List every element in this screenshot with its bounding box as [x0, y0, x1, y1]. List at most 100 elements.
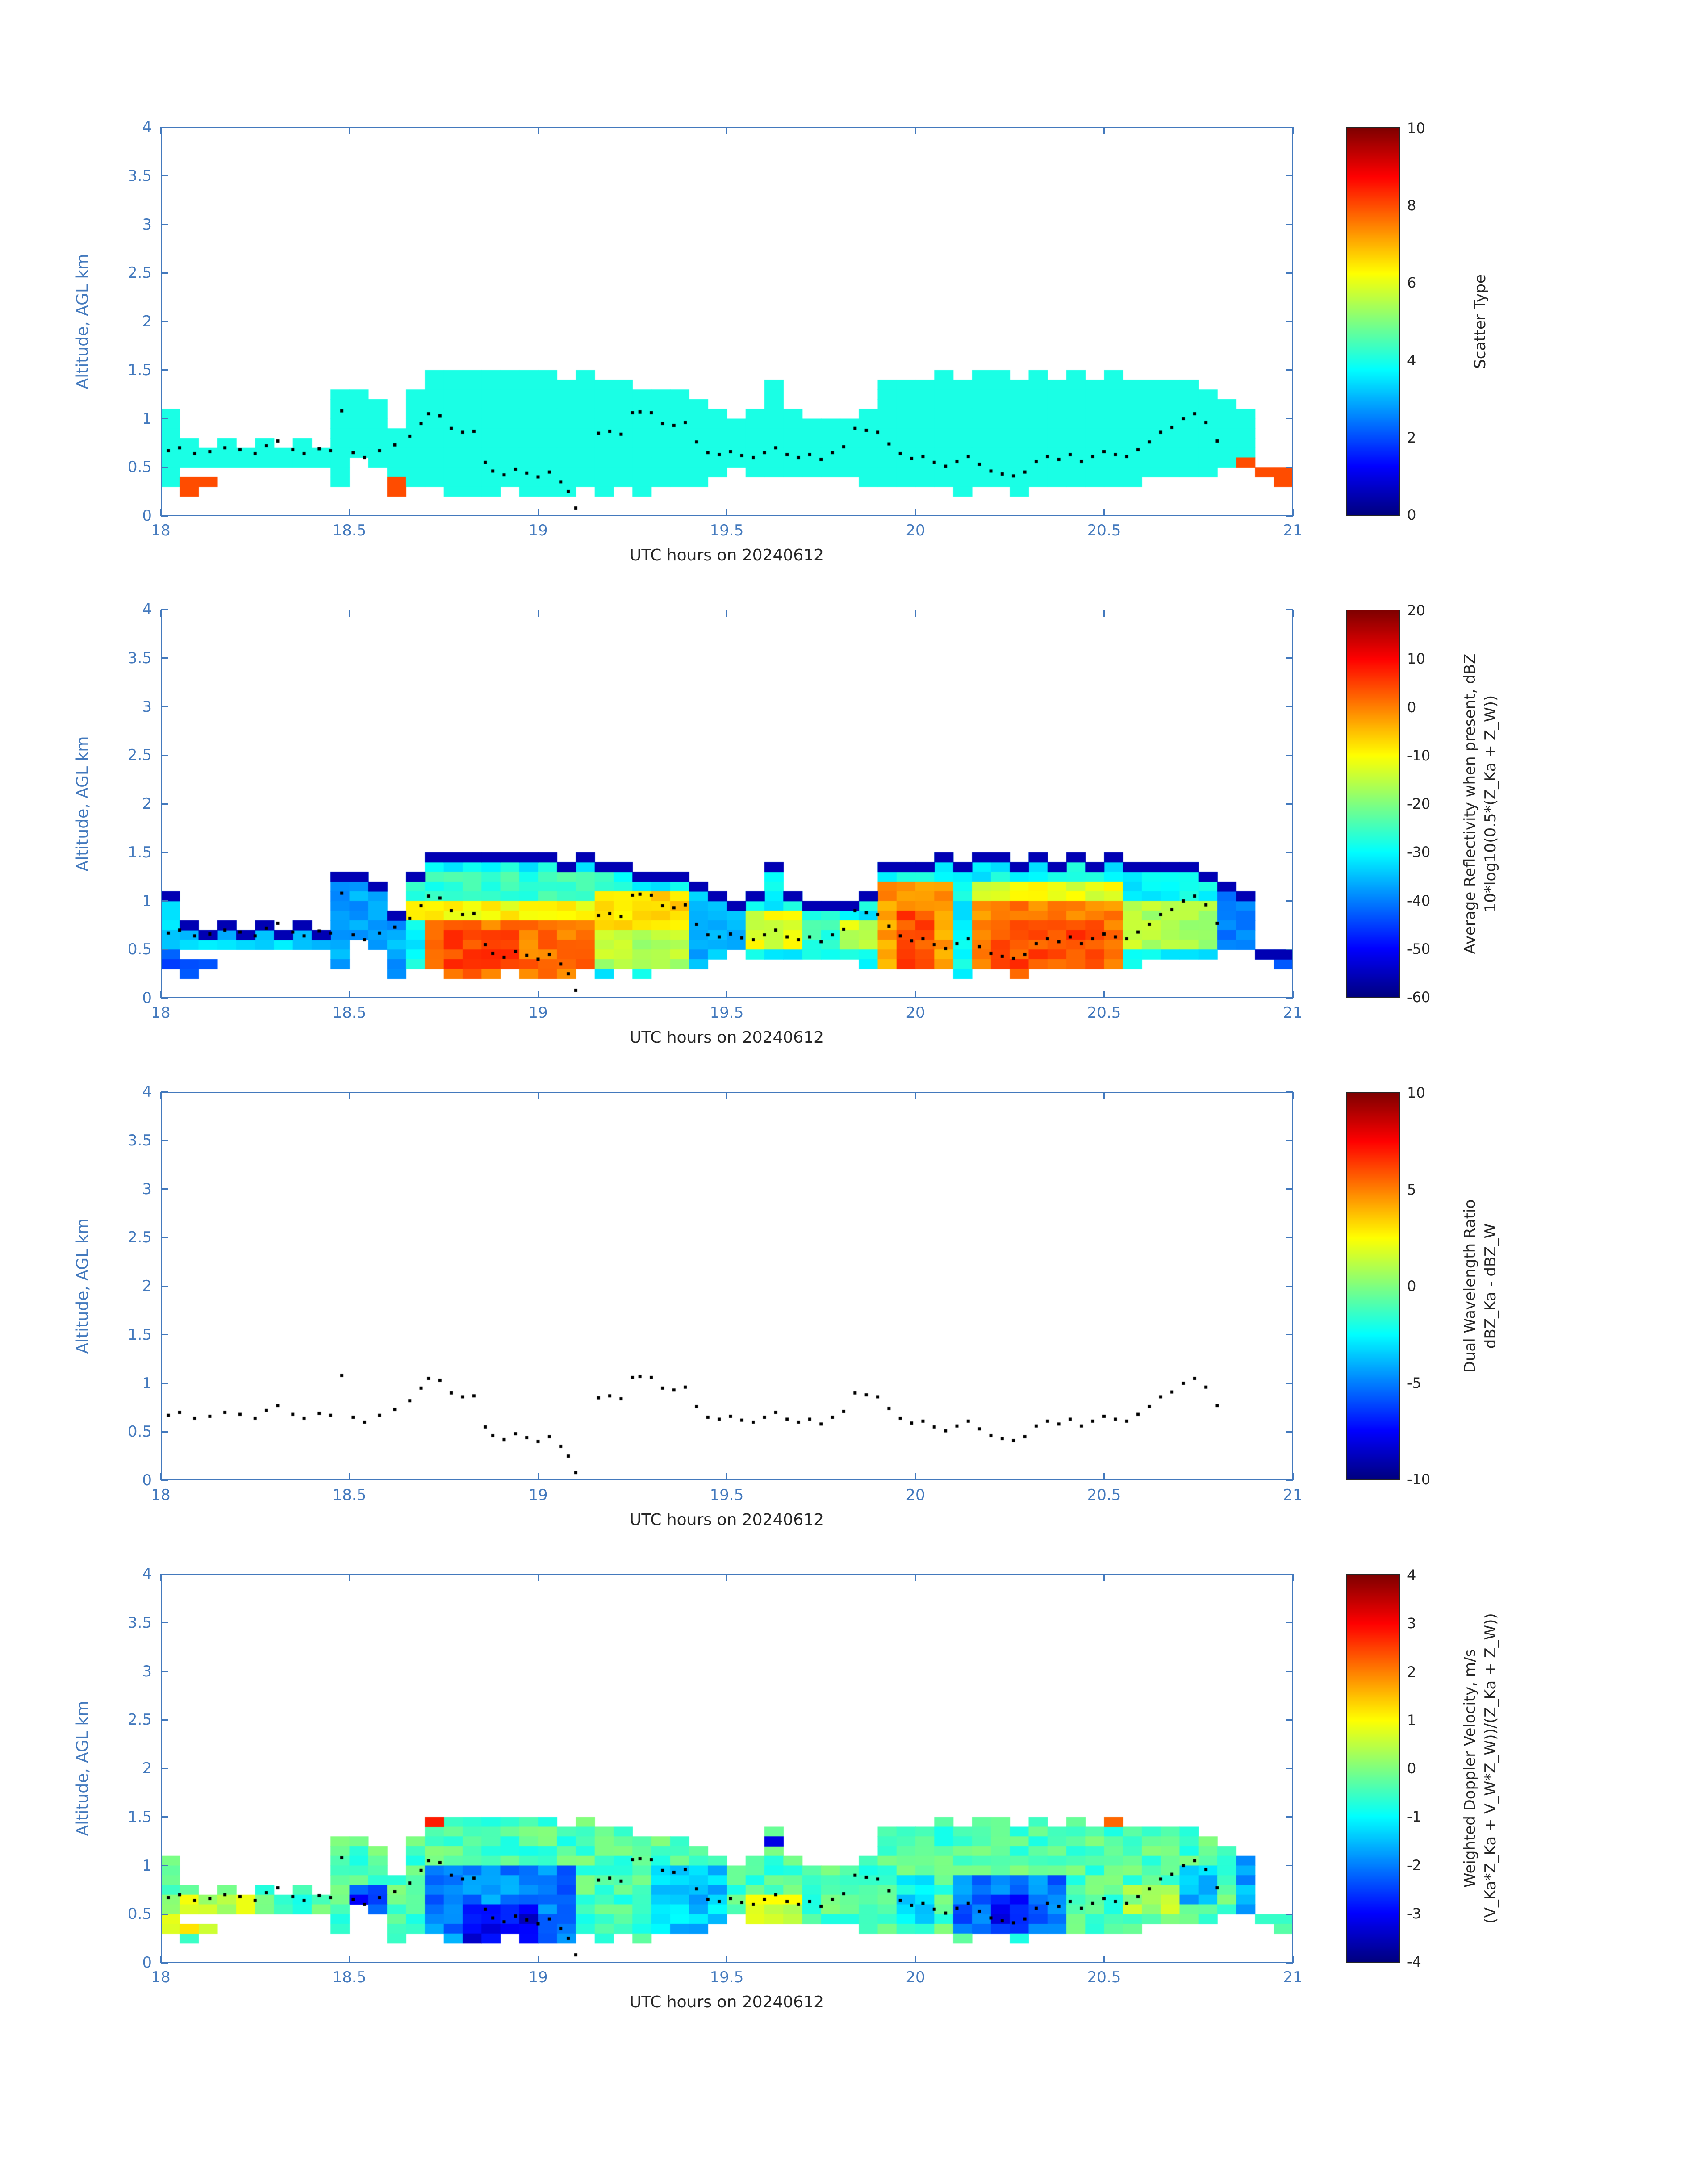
x-tick-mark-top [726, 127, 727, 134]
x-tick-label: 21 [1283, 1968, 1303, 1986]
x-tick-label: 20.5 [1087, 1004, 1121, 1022]
y-tick-label: 4 [142, 1083, 152, 1101]
y-tick-mark-right [1286, 949, 1293, 950]
x-tick-mark-top [160, 1574, 162, 1581]
y-tick-mark [161, 706, 168, 707]
y-tick-mark-right [1286, 1188, 1293, 1190]
colorbar-tick-label: -40 [1407, 892, 1431, 909]
x-tick-mark-top [160, 1092, 162, 1099]
y-tick-mark [161, 754, 168, 756]
y-tick-mark-right [1286, 1285, 1293, 1287]
x-tick-label: 19 [528, 522, 548, 539]
y-tick-mark-right [1286, 1865, 1293, 1866]
y-tick-mark-right [1286, 1913, 1293, 1915]
y-tick-mark-right [1286, 224, 1293, 225]
y-tick-mark-right [1286, 126, 1293, 128]
colorbar-label-line2: dBZ_Ka - dBZ_W [1482, 1223, 1499, 1349]
colorbar-tick-label: -10 [1407, 1471, 1431, 1488]
y-tick-label: 0.5 [127, 940, 152, 959]
y-tick-mark [161, 1334, 168, 1336]
y-tick-mark [161, 272, 168, 274]
panel-average-reflectivity: Altitude, AGL km UTC hours on 20240612 A… [0, 601, 1708, 1092]
x-tick-mark-top [349, 1092, 350, 1099]
y-tick-mark [161, 1285, 168, 1287]
x-tick-mark [1103, 1473, 1105, 1480]
y-tick-mark [161, 1140, 168, 1141]
colorbar-tick-label: -1 [1407, 1808, 1421, 1826]
colorbar-gradient [1347, 128, 1399, 515]
colorbar-tick-label: 3 [1407, 1615, 1416, 1632]
y-tick-mark-right [1286, 1383, 1293, 1384]
colorbar-tick-label: 20 [1407, 602, 1425, 619]
y-tick-label: 0 [142, 1471, 152, 1489]
y-tick-mark [161, 224, 168, 225]
x-tick-mark-top [537, 127, 539, 134]
y-tick-label: 2 [142, 795, 152, 813]
heatmap-canvas [161, 127, 1293, 516]
y-tick-mark [161, 1913, 168, 1915]
y-tick-label: 0.5 [127, 1423, 152, 1441]
x-tick-label: 19 [528, 1486, 548, 1504]
colorbar-tick-label: 0 [1407, 698, 1416, 716]
x-tick-mark-top [1292, 610, 1294, 617]
y-tick-mark-right [1286, 369, 1293, 371]
y-tick-label: 1 [142, 1374, 152, 1392]
x-tick-mark [160, 991, 162, 998]
colorbar-tick-label: 1 [1407, 1711, 1416, 1729]
y-tick-mark-right [1286, 609, 1293, 610]
x-tick-label: 21 [1283, 1486, 1303, 1504]
x-tick-label: 20.5 [1087, 1968, 1121, 1986]
y-tick-mark [161, 803, 168, 805]
x-tick-label: 19.5 [710, 522, 744, 539]
y-tick-label: 3.5 [127, 167, 152, 185]
colorbar-tick-label: 10 [1407, 650, 1425, 668]
y-tick-mark-right [1286, 272, 1293, 274]
y-tick-mark [161, 1768, 168, 1769]
x-tick-mark [915, 509, 916, 516]
y-tick-mark-right [1286, 1237, 1293, 1238]
x-axis-label: UTC hours on 20240612 [630, 1028, 824, 1047]
y-tick-label: 2.5 [127, 1711, 152, 1729]
y-tick-label: 1.5 [127, 843, 152, 861]
y-tick-label: 3 [142, 215, 152, 234]
x-tick-mark [349, 1473, 350, 1480]
y-tick-label: 0 [142, 507, 152, 525]
x-tick-mark-top [915, 610, 916, 617]
y-tick-mark-right [1286, 466, 1293, 468]
y-tick-label: 4 [142, 601, 152, 618]
x-tick-label: 18.5 [332, 1004, 367, 1022]
y-tick-mark [161, 1671, 168, 1672]
colorbar-tick-label: 4 [1407, 351, 1416, 369]
y-tick-mark [161, 1091, 168, 1093]
y-tick-mark [161, 852, 168, 853]
colorbar-tick-label: -5 [1407, 1374, 1421, 1391]
x-tick-mark [160, 509, 162, 516]
x-tick-label: 18 [151, 1968, 171, 1986]
x-tick-mark [1103, 509, 1105, 516]
colorbar-tick-label: 6 [1407, 274, 1416, 292]
x-tick-mark [160, 1956, 162, 1963]
colorbar-tick-label: -20 [1407, 795, 1431, 812]
x-tick-mark [349, 991, 350, 998]
colorbar-tick-label: -50 [1407, 940, 1431, 957]
y-tick-label: 2.5 [127, 264, 152, 282]
x-tick-mark [537, 991, 539, 998]
y-tick-mark [161, 900, 168, 902]
x-tick-label: 21 [1283, 1004, 1303, 1022]
x-tick-mark [1103, 991, 1105, 998]
colorbar-tick-label: 2 [1407, 1663, 1416, 1680]
x-tick-mark [537, 1956, 539, 1963]
y-tick-mark [161, 609, 168, 610]
x-tick-mark [915, 991, 916, 998]
y-tick-label: 4 [142, 118, 152, 136]
x-tick-mark [537, 509, 539, 516]
y-tick-mark [161, 466, 168, 468]
y-tick-mark-right [1286, 175, 1293, 177]
y-tick-label: 1.5 [127, 1808, 152, 1826]
colorbar-tick-label: 0 [1407, 1760, 1416, 1777]
y-tick-mark [161, 1573, 168, 1575]
y-tick-mark [161, 657, 168, 659]
y-tick-label: 3.5 [127, 1613, 152, 1632]
y-tick-label: 1.5 [127, 361, 152, 379]
y-tick-mark-right [1286, 803, 1293, 805]
